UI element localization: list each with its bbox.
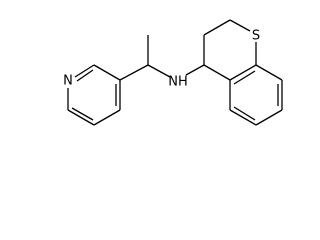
bond bbox=[229, 19, 251, 32]
bond bbox=[203, 64, 231, 81]
bond bbox=[71, 107, 94, 121]
bonds bbox=[67, 19, 283, 126]
bond bbox=[255, 64, 283, 81]
bond bbox=[185, 64, 205, 76]
bond bbox=[203, 19, 231, 36]
bond bbox=[74, 64, 95, 78]
atom-label: N bbox=[63, 74, 73, 89]
bond bbox=[147, 64, 171, 78]
bond bbox=[233, 70, 256, 85]
bond bbox=[233, 106, 256, 121]
bond bbox=[255, 109, 283, 126]
bond bbox=[76, 69, 94, 82]
bond bbox=[229, 64, 257, 81]
bond bbox=[67, 109, 95, 126]
bond bbox=[119, 64, 149, 81]
atom-label: S bbox=[252, 29, 260, 44]
bond bbox=[93, 109, 121, 126]
structure-diagram: N NH S bbox=[63, 19, 283, 126]
bond bbox=[229, 109, 257, 126]
bond bbox=[93, 64, 121, 81]
atom-label: NH bbox=[168, 75, 188, 90]
